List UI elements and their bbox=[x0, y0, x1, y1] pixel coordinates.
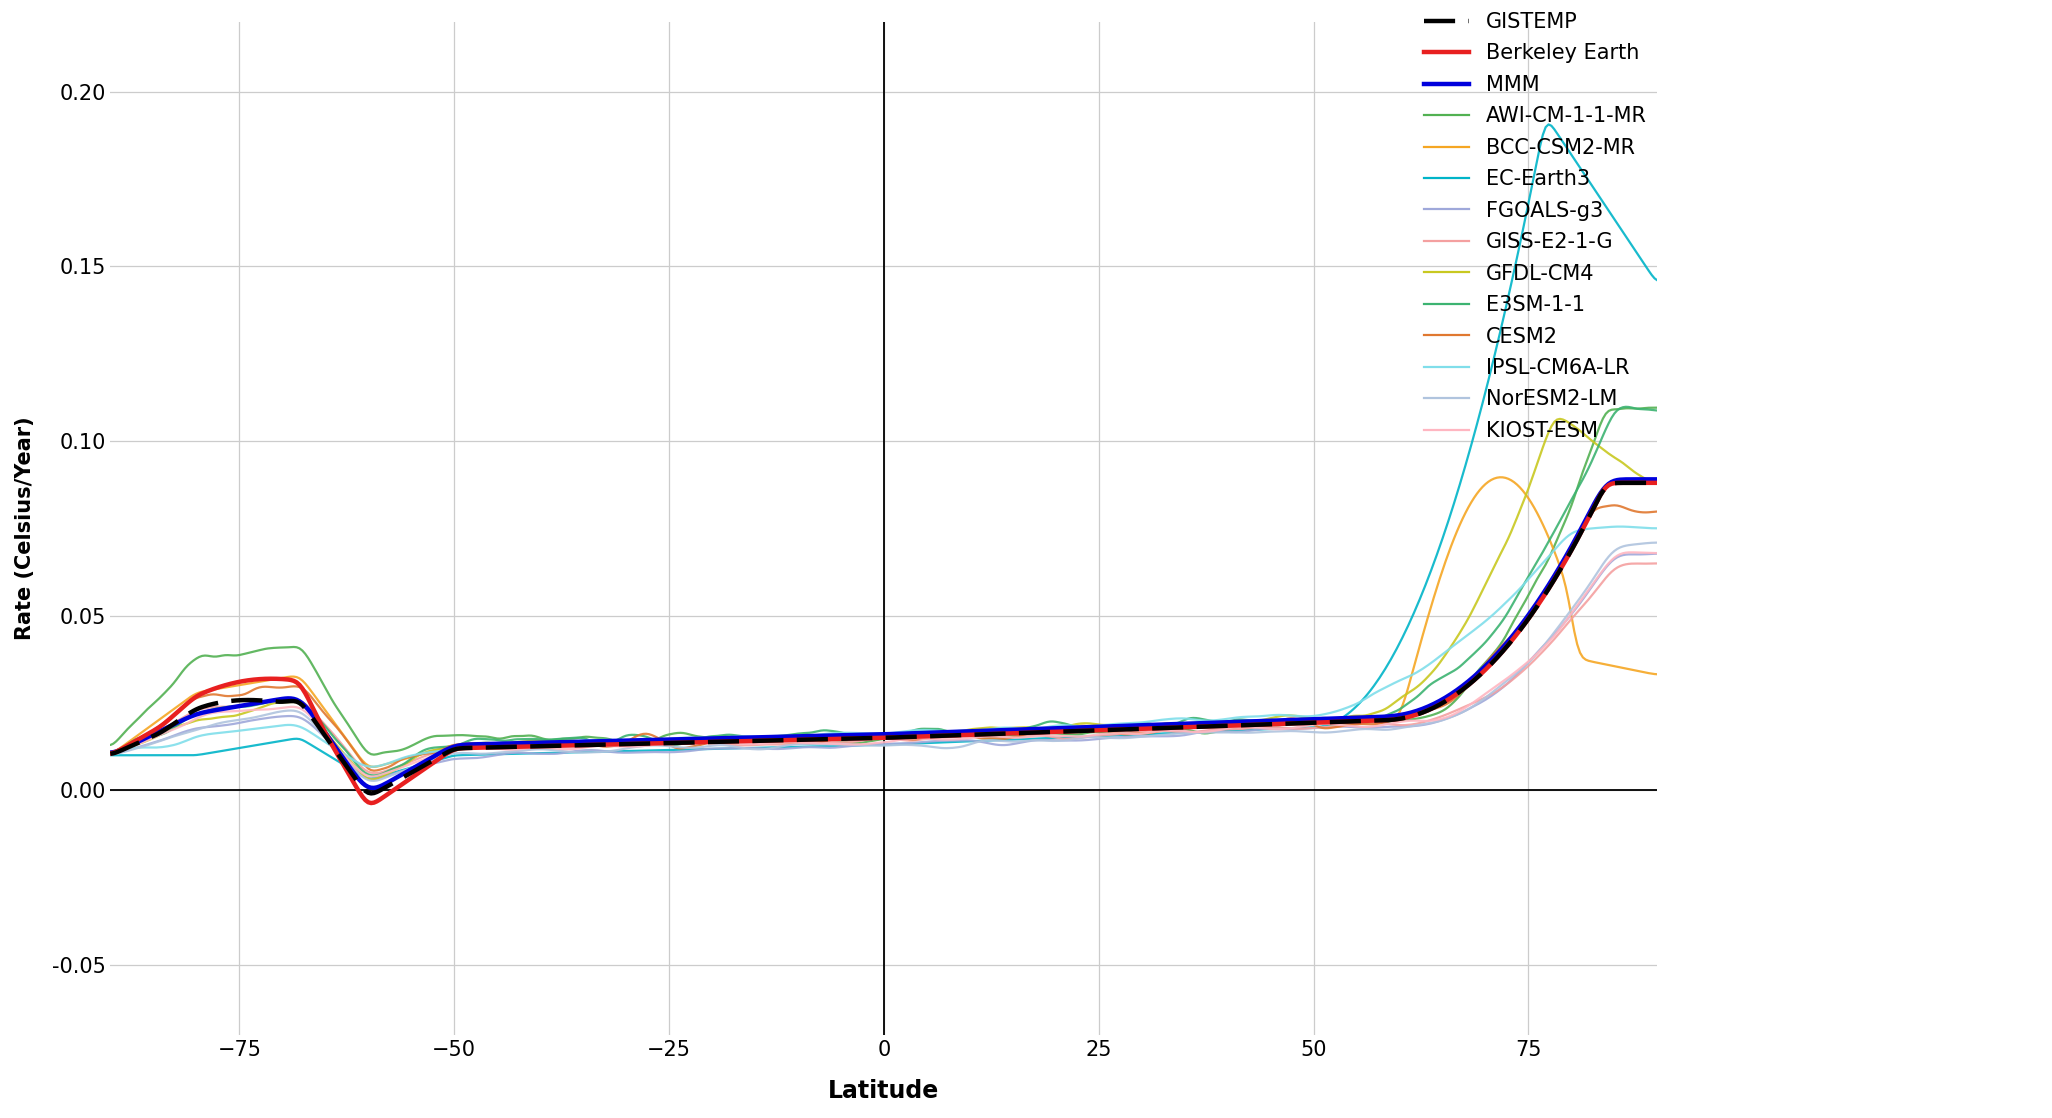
Y-axis label: Rate (Celsius/Year): Rate (Celsius/Year) bbox=[14, 416, 35, 641]
Legend: GISTEMP, Berkeley Earth, MMM, AWI-CM-1-1-MR, BCC-CSM2-MR, EC-Earth3, FGOALS-g3, : GISTEMP, Berkeley Earth, MMM, AWI-CM-1-1… bbox=[1424, 12, 1648, 440]
X-axis label: Latitude: Latitude bbox=[829, 1079, 940, 1103]
